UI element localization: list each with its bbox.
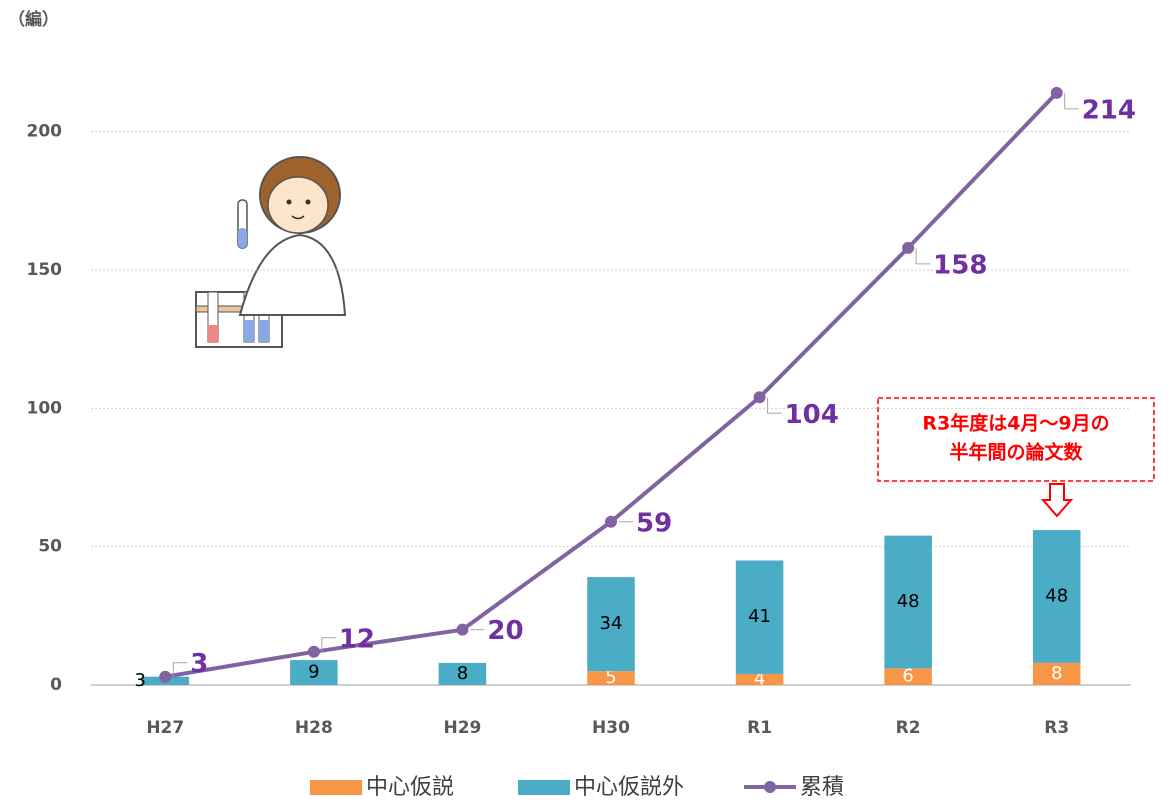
leader xyxy=(767,397,782,414)
illustration xyxy=(195,156,347,348)
legend-label: 中心仮説外 xyxy=(574,775,684,800)
legend-label: 累積 xyxy=(800,775,844,800)
x-tick-label: H29 xyxy=(443,718,481,738)
bar-segment xyxy=(884,535,932,669)
annotation-line: 半年間の論文数 xyxy=(949,441,1083,464)
data-label: 3 xyxy=(190,649,208,679)
x-tick-label: R2 xyxy=(896,718,921,738)
point xyxy=(605,515,617,528)
y-tick-label: 200 xyxy=(27,122,63,142)
point xyxy=(902,241,915,254)
data-label: 9 xyxy=(308,662,319,683)
point xyxy=(456,623,469,636)
bar-segment xyxy=(735,673,784,685)
annotation: R3年度は4月～9月の 半年間の論文数 xyxy=(877,397,1155,518)
y-tick-label: 0 xyxy=(50,675,62,695)
data-label: 214 xyxy=(1082,95,1136,125)
leader xyxy=(915,247,931,265)
leader xyxy=(1064,92,1079,110)
y-tick-label: 50 xyxy=(38,537,62,557)
legend-swatch xyxy=(764,781,776,793)
bar-segment xyxy=(1032,662,1081,685)
x-tick-label: H30 xyxy=(592,718,630,738)
data-label: 48 xyxy=(1045,585,1068,606)
data-label: 5 xyxy=(605,667,616,688)
point xyxy=(1050,86,1063,99)
bar-segment xyxy=(884,668,932,685)
data-label: 3 xyxy=(135,670,146,691)
legend-swatch xyxy=(518,780,570,795)
annotation-line: R3年度は4月～9月の xyxy=(922,412,1109,435)
leader xyxy=(321,637,336,652)
data-label: 48 xyxy=(897,591,920,612)
bar-segment xyxy=(290,660,338,685)
bar-segment xyxy=(735,560,784,674)
x-tick-label: H27 xyxy=(146,718,184,738)
data-label: 34 xyxy=(600,613,623,634)
data-label: 6 xyxy=(902,666,913,687)
data-label: 41 xyxy=(748,606,771,627)
bar-segment xyxy=(587,671,635,685)
leader xyxy=(172,662,188,677)
y-tick-label: 100 xyxy=(27,398,63,418)
x-tick-label: R3 xyxy=(1044,718,1069,738)
data-label: 104 xyxy=(785,400,839,430)
bar-segment xyxy=(587,577,635,672)
data-label: 59 xyxy=(636,508,672,538)
data-label: 8 xyxy=(457,663,468,684)
point xyxy=(307,645,320,658)
legend-label: 中心仮説 xyxy=(366,775,454,800)
point xyxy=(753,391,766,404)
data-label: 158 xyxy=(933,250,987,280)
y-tick-label: 150 xyxy=(27,260,63,280)
y-axis-label: （編） xyxy=(8,9,59,30)
data-label: 4 xyxy=(754,668,765,689)
legend-swatch xyxy=(310,780,362,795)
data-label: 20 xyxy=(487,616,523,646)
data-label: 12 xyxy=(339,624,375,654)
x-tick-label: H28 xyxy=(295,718,333,738)
bar-segment xyxy=(438,662,487,685)
point xyxy=(159,670,172,683)
x-tick-label: R1 xyxy=(747,718,772,738)
bar-segment xyxy=(1032,530,1081,663)
data-label: 8 xyxy=(1051,663,1062,684)
